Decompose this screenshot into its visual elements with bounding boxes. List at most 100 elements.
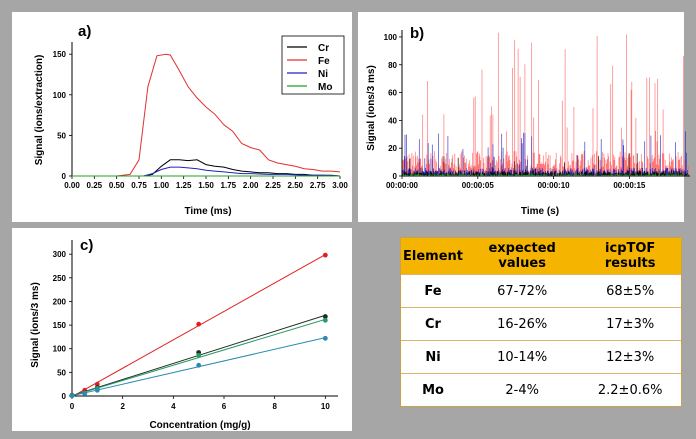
row-result: 68±5% [579, 273, 681, 308]
panel-a: a) 0.00 0.25 0.50 0.75 1.00 1.25 1.50 1.75 2.00 2… [12, 12, 352, 222]
x-tick-label: 10 [321, 402, 330, 411]
row-expected: 2-4% [465, 373, 580, 406]
legend-label-fe: Fe [318, 56, 330, 67]
y-tick-label: 50 [57, 131, 66, 140]
panel-b-xlabel: Time (s) [521, 206, 559, 217]
data-point-cr [322, 314, 328, 319]
y-tick-label: 0 [62, 172, 67, 181]
x-tick-label: 0 [70, 402, 75, 411]
panel-c-label: c) [80, 237, 93, 254]
row-element: Cr [401, 307, 465, 341]
x-tick-label: 1.25 [176, 181, 192, 190]
data-point-mo [94, 387, 100, 393]
data-point-mo [69, 393, 75, 398]
x-tick-label: 8 [272, 402, 277, 411]
x-tick-label: 0.25 [87, 181, 103, 190]
x-tick-label: 00:00:00 [386, 181, 419, 190]
x-tick-label: 4 [171, 402, 176, 411]
x-tick-label: 2.00 [243, 181, 259, 190]
panel-b-signals [402, 32, 689, 176]
x-tick-label: 0.50 [109, 181, 125, 190]
signal-trace-mo [402, 173, 689, 176]
y-tick-label: 100 [384, 33, 398, 42]
data-point-fe [196, 321, 202, 327]
legend-label-ni: Ni [318, 69, 328, 80]
x-tick-label: 0.00 [64, 181, 80, 190]
y-tick-label: 150 [53, 321, 67, 330]
y-tick-label: 60 [388, 89, 397, 98]
y-tick-label: 300 [53, 250, 67, 259]
panel-a-lines [72, 53, 341, 177]
row-expected: 67-72% [465, 273, 580, 308]
panel-c-background [12, 228, 352, 431]
panel-c-xlabel: Concentration (mg/g) [149, 420, 250, 431]
y-tick-label: 100 [53, 91, 67, 100]
table-row: Ni 10-14% 12±3% [401, 340, 681, 374]
panel-b: b) 0 20 40 60 80 100 00:00:00 00:00:05 00:00:10 0… [358, 12, 690, 222]
x-tick-label: 2.75 [310, 181, 326, 190]
table-header-row: Element expected values icpTOF results [401, 238, 681, 275]
row-expected: 10-14% [465, 340, 580, 374]
x-tick-label: 6 [222, 402, 227, 411]
row-expected: 16-26% [465, 307, 580, 341]
y-tick-label: 80 [388, 61, 397, 70]
row-result: 17±3% [579, 307, 681, 341]
results-table: Element expected values icpTOF results F… [401, 238, 681, 406]
data-point-fe [322, 252, 328, 258]
data-point-ni [322, 317, 328, 323]
panel-c-ylabel: Signal (ions/3 ms) [30, 282, 41, 368]
y-tick-label: 20 [388, 144, 397, 153]
row-element: Ni [401, 340, 465, 374]
x-tick-label: 2 [120, 402, 125, 411]
x-tick-label: 00:00:15 [613, 181, 646, 190]
x-tick-label: 2.25 [265, 181, 281, 190]
header-expected-values: expected values [465, 238, 580, 275]
row-element: Mo [401, 373, 465, 406]
header-element: Element [401, 238, 465, 275]
panel-b-ylabel: Signal (ions/3 ms) [366, 65, 377, 151]
panel-c-data [69, 252, 328, 398]
header-icptof-results: icpTOF results [579, 238, 681, 275]
y-tick-label: 250 [53, 274, 67, 283]
y-tick-label: 0 [62, 392, 67, 401]
table-row: Mo 2-4% 2.2±0.6% [401, 373, 681, 406]
panel-a-label: a) [78, 23, 91, 40]
y-tick-label: 150 [53, 50, 67, 59]
panel-a-legend: Cr Fe Ni Mo [281, 35, 345, 95]
legend-label-mo: Mo [318, 82, 332, 93]
y-tick-label: 100 [53, 345, 67, 354]
x-tick-label: 1.75 [221, 181, 237, 190]
table-row: Cr 16-26% 17±3% [401, 307, 681, 341]
results-table-panel: Element expected values icpTOF results F… [400, 237, 682, 407]
data-point-ni [196, 352, 202, 358]
x-tick-label: 3.00 [332, 181, 348, 190]
row-result: 12±3% [579, 340, 681, 374]
data-point-mo [322, 335, 328, 341]
data-point-mo [82, 391, 88, 397]
panel-a-ylabel: Signal (ions/extraction) [34, 55, 45, 166]
x-tick-label: 1.00 [154, 181, 170, 190]
panel-a-xlabel: Time (ms) [184, 206, 231, 217]
x-tick-label: 2.50 [288, 181, 304, 190]
table-row: Fe 67-72% 68±5% [401, 273, 681, 308]
legend-label-cr: Cr [318, 43, 329, 54]
data-point-fe [94, 381, 100, 387]
series-line-fe [72, 53, 341, 177]
panel-b-background [358, 12, 684, 222]
y-tick-label: 50 [57, 368, 66, 377]
data-point-mo [196, 362, 202, 368]
x-tick-label: 00:00:05 [462, 181, 495, 190]
y-tick-label: 0 [393, 172, 398, 181]
row-result: 2.2±0.6% [579, 373, 681, 406]
row-element: Fe [401, 273, 465, 308]
series-line-ni [72, 166, 341, 177]
y-tick-label: 200 [53, 297, 67, 306]
y-tick-label: 40 [388, 116, 397, 125]
x-tick-label: 00:00:10 [538, 181, 571, 190]
x-tick-label: 0.75 [131, 181, 147, 190]
x-tick-label: 1.50 [198, 181, 214, 190]
panel-b-label-text: b) [410, 25, 424, 42]
